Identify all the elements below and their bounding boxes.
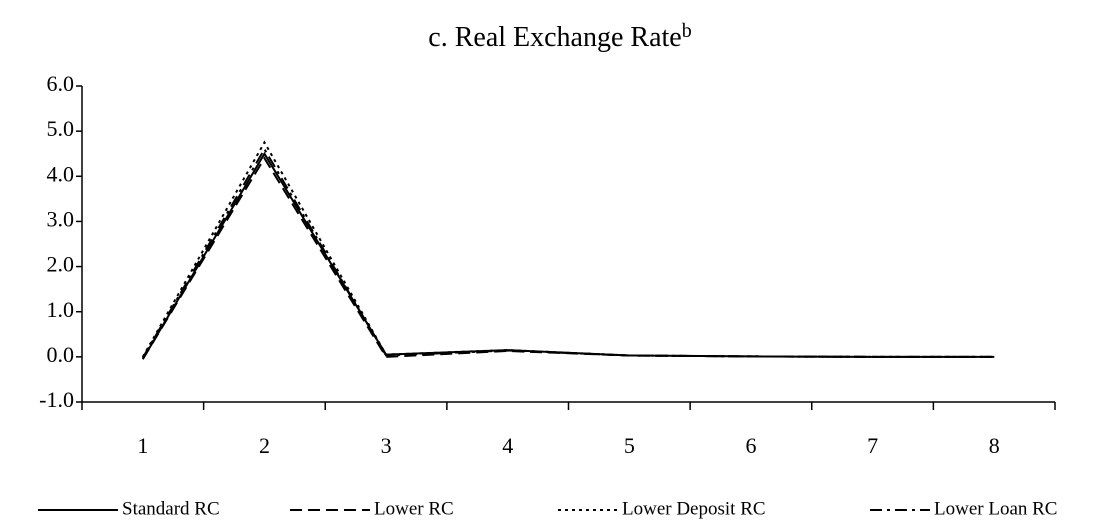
x-tick-label: 3	[381, 433, 392, 458]
y-tick-label: 0.0	[47, 342, 75, 367]
legend-label: Lower Loan RC	[934, 498, 1057, 519]
series-line	[141, 156, 995, 360]
series-line	[141, 140, 995, 358]
series-line	[141, 147, 995, 359]
y-tick-label: 3.0	[47, 206, 75, 231]
x-tick-label: 2	[259, 433, 270, 458]
legend-label: Lower Deposit RC	[622, 498, 766, 519]
x-tick-label: 1	[137, 433, 148, 458]
x-tick-label: 5	[624, 433, 635, 458]
x-tick-label: 6	[745, 433, 756, 458]
y-tick-label: 4.0	[47, 161, 75, 186]
legend-label: Lower RC	[374, 498, 454, 519]
x-tick-label: 8	[989, 433, 1000, 458]
y-tick-label: 2.0	[47, 252, 75, 277]
y-tick-label: -1.0	[39, 387, 74, 412]
x-tick-label: 7	[867, 433, 878, 458]
y-tick-label: 5.0	[47, 116, 75, 141]
legend-label: Standard RC	[122, 498, 220, 519]
title-text: c. Real Exchange Rate	[428, 22, 681, 53]
y-tick-label: 1.0	[47, 297, 75, 322]
series-line	[141, 151, 995, 360]
chart-title: c. Real Exchange Rateb	[428, 20, 691, 54]
x-tick-label: 4	[502, 433, 513, 458]
y-tick-label: 6.0	[47, 71, 75, 96]
title-superscript: b	[682, 20, 692, 42]
